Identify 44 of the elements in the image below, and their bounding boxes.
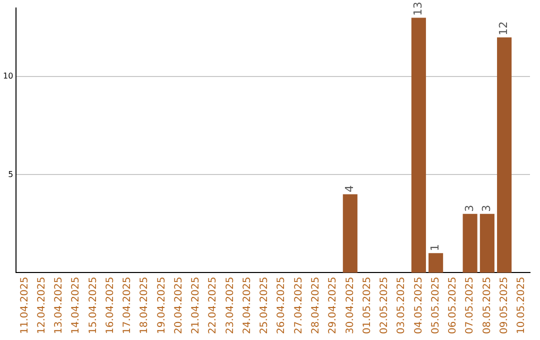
x-tick-label: 15.04.2025: [88, 276, 99, 334]
data-label: 4: [343, 185, 356, 192]
x-tick-label: 30.04.2025: [344, 276, 356, 334]
data-label: 12: [497, 21, 510, 36]
bar: [480, 214, 494, 273]
data-label: 13: [412, 2, 425, 16]
x-tick-label: 16.04.2025: [104, 276, 116, 334]
x-tick-label: 11.04.2025: [19, 276, 30, 334]
x-tick-label: 04.05.2025: [413, 276, 424, 334]
x-tick-label: 18.04.2025: [139, 276, 150, 334]
x-tick-label: 29.04.2025: [328, 276, 339, 334]
x-tick-label: 27.04.2025: [293, 276, 304, 334]
x-tick-label: 10.05.2025: [516, 276, 528, 334]
x-tick-label: 24.04.2025: [242, 276, 253, 334]
y-tick-label: 10: [2, 72, 14, 81]
x-tick-label: 28.04.2025: [310, 276, 322, 334]
bar: [428, 253, 444, 273]
x-tick-label: 25.04.2025: [259, 276, 270, 334]
data-label: 1: [428, 244, 442, 252]
x-tick-label: 14.04.2025: [70, 276, 82, 334]
y-tick-label: 5: [8, 170, 14, 179]
x-tick-label: 08.05.2025: [482, 276, 493, 334]
x-tick-label: 09.05.2025: [498, 276, 510, 334]
data-label: 3: [480, 204, 494, 212]
x-tick-label: 23.04.2025: [224, 276, 236, 334]
x-tick-label: 21.04.2025: [190, 276, 202, 334]
x-tick-label: 02.05.2025: [379, 276, 390, 334]
x-tick-label: 13.04.2025: [54, 276, 65, 334]
x-tick-label: 05.05.2025: [430, 276, 442, 334]
bar: [411, 18, 426, 273]
x-tick-label: 03.05.2025: [396, 276, 408, 334]
x-tick-label: 01.05.2025: [362, 276, 373, 334]
x-tick-label: 06.05.2025: [448, 276, 459, 334]
bar: [342, 194, 358, 273]
x-tick-label: 19.04.2025: [156, 276, 168, 334]
x-tick-label: 17.04.2025: [122, 276, 134, 334]
x-tick-label: 12.04.2025: [36, 276, 48, 334]
bar: [462, 214, 478, 273]
x-tick-label: 26.04.2025: [276, 276, 288, 334]
data-label: 3: [462, 204, 476, 212]
bar: [497, 37, 512, 273]
x-tick-label: 22.04.2025: [208, 276, 219, 334]
x-tick-label: 20.04.2025: [173, 276, 184, 334]
x-tick-label: 07.05.2025: [464, 276, 476, 334]
